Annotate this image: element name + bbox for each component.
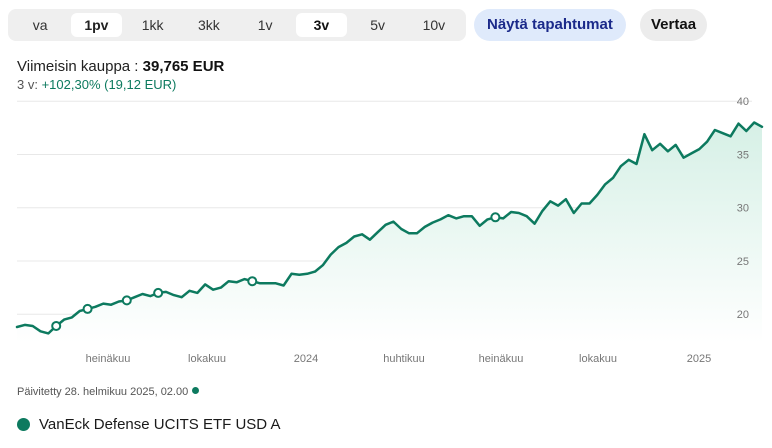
- period-performance: 3 v: +102,30% (19,12 EUR): [17, 77, 176, 92]
- chart-legend: VanEck Defense UCITS ETF USD A: [17, 416, 280, 433]
- last-trade-value: 39,765 EUR: [142, 58, 225, 75]
- range-option-1pv[interactable]: 1pv: [71, 13, 122, 37]
- event-marker[interactable]: [153, 287, 164, 298]
- x-axis-label: 2024: [294, 353, 318, 365]
- compare-button[interactable]: Vertaa: [640, 9, 708, 41]
- range-option-1kk[interactable]: 1kk: [141, 17, 164, 33]
- y-tick-label: 25: [737, 256, 749, 268]
- y-tick-label: 20: [737, 309, 749, 321]
- event-marker[interactable]: [51, 320, 62, 331]
- range-option-va[interactable]: va: [32, 17, 48, 33]
- event-marker[interactable]: [490, 212, 501, 223]
- x-axis-label: lokakuu: [188, 353, 226, 365]
- x-axis-label: heinäkuu: [86, 353, 131, 365]
- x-axis-label: heinäkuu: [479, 353, 524, 365]
- last-updated-text: Päivitetty 28. helmikuu 2025, 02.00: [17, 386, 189, 398]
- event-markers[interactable]: [51, 212, 501, 331]
- show-events-button[interactable]: Näytä tapahtumat: [474, 9, 626, 41]
- legend-swatch-icon: [17, 418, 30, 431]
- last-trade: Viimeisin kauppa : 39,765 EUR: [17, 58, 224, 75]
- price-area: [17, 122, 762, 343]
- x-axis-label: 2025: [687, 353, 711, 365]
- range-option-10v[interactable]: 10v: [422, 17, 446, 33]
- period-label: 3 v:: [17, 77, 38, 92]
- last-trade-label: Viimeisin kauppa :: [17, 58, 139, 75]
- last-updated: Päivitetty 28. helmikuu 2025, 02.00: [17, 386, 200, 398]
- x-axis-labels: heinäkuu lokakuu 2024 huhtikuu heinäkuu lokak…: [86, 353, 712, 365]
- event-marker[interactable]: [121, 295, 132, 306]
- range-option-1v[interactable]: 1v: [257, 17, 273, 33]
- event-marker[interactable]: [247, 276, 258, 287]
- live-dot-icon: [192, 387, 200, 394]
- period-change: +102,30% (19,12 EUR): [41, 77, 177, 92]
- range-option-3v[interactable]: 3v: [296, 13, 347, 37]
- legend-series-name: VanEck Defense UCITS ETF USD A: [39, 416, 281, 433]
- y-tick-label: 30: [737, 203, 749, 215]
- y-tick-label: 35: [737, 149, 749, 161]
- y-tick-label: 40: [737, 96, 749, 108]
- price-line: [15, 121, 764, 335]
- y-axis-ticks: 20 25 30 35 40: [737, 96, 749, 321]
- event-marker[interactable]: [82, 303, 93, 314]
- range-option-3kk[interactable]: 3kk: [197, 17, 220, 33]
- range-selector: va 1pv 1kk 3kk 1v 3v 5v 10v: [8, 9, 466, 41]
- x-axis-label: huhtikuu: [383, 353, 425, 365]
- range-option-5v[interactable]: 5v: [370, 17, 386, 33]
- x-axis-label: lokakuu: [579, 353, 617, 365]
